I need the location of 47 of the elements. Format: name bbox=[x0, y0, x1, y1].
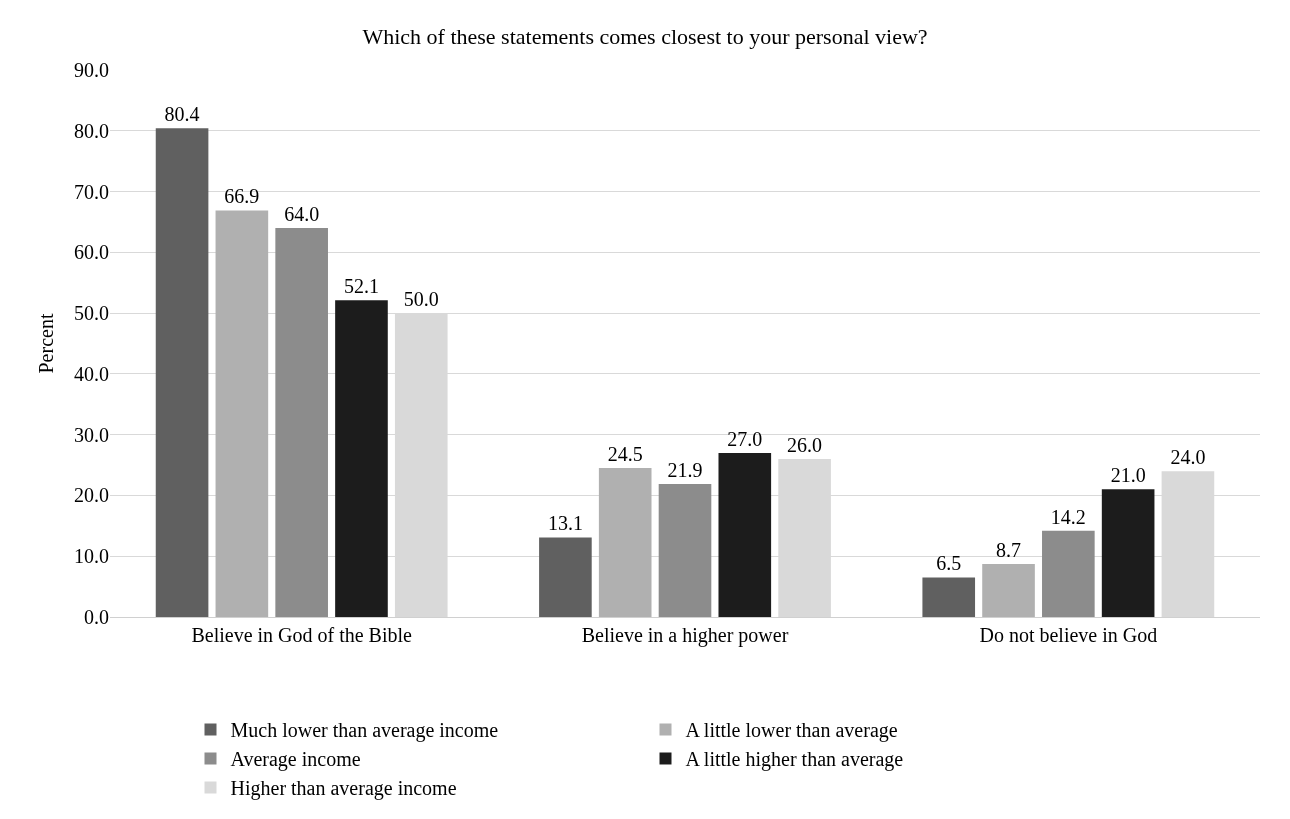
bar bbox=[1042, 530, 1095, 617]
x-tick-label: Believe in God of the Bible bbox=[191, 624, 413, 646]
bar bbox=[215, 210, 269, 617]
y-tick-label: 90.0 bbox=[74, 59, 109, 81]
data-label: 24.5 bbox=[607, 443, 643, 466]
y-tick-label: 0.0 bbox=[84, 606, 109, 628]
data-label: 6.5 bbox=[936, 552, 962, 575]
data-label: 13.1 bbox=[547, 512, 583, 535]
y-axis-title: Percent bbox=[34, 313, 57, 374]
y-tick-label: 30.0 bbox=[74, 423, 109, 446]
bar bbox=[1101, 489, 1155, 617]
bar bbox=[275, 228, 328, 617]
data-label: 21.9 bbox=[667, 458, 703, 481]
data-label: 66.9 bbox=[224, 185, 260, 208]
bar bbox=[982, 564, 1035, 617]
data-label: 8.7 bbox=[996, 539, 1022, 562]
legend-label: Much lower than average income bbox=[230, 719, 499, 743]
data-label: 64.0 bbox=[284, 203, 320, 226]
legend-label: A little lower than average bbox=[685, 719, 898, 743]
y-tick-label: 20.0 bbox=[74, 484, 109, 507]
bar bbox=[335, 300, 388, 617]
data-label: 24.0 bbox=[1170, 446, 1206, 469]
bar bbox=[598, 468, 652, 617]
y-tick-label: 80.0 bbox=[74, 119, 109, 142]
data-label: 26.0 bbox=[787, 433, 823, 456]
y-tick-label: 40.0 bbox=[74, 362, 109, 385]
data-label: 14.2 bbox=[1050, 505, 1086, 528]
data-label: 27.0 bbox=[727, 427, 763, 450]
data-label: 50.0 bbox=[403, 288, 439, 311]
data-label: 80.4 bbox=[164, 103, 200, 126]
data-label: 52.1 bbox=[343, 275, 379, 298]
legend-label: A little higher than average bbox=[685, 748, 904, 772]
y-tick-label: 10.0 bbox=[74, 545, 109, 568]
bar bbox=[922, 577, 976, 617]
legend-label: Higher than average income bbox=[230, 777, 457, 801]
data-label: 21.0 bbox=[1110, 464, 1146, 487]
legend-label: Average income bbox=[230, 748, 361, 772]
bar bbox=[718, 452, 772, 617]
x-tick-label: Do not believe in God bbox=[979, 624, 1158, 646]
chart-title: Which of these statements comes closest to your personal view? bbox=[362, 24, 928, 50]
y-tick-label: 50.0 bbox=[74, 302, 109, 325]
y-tick-label: 70.0 bbox=[74, 180, 109, 203]
y-tick-label: 60.0 bbox=[74, 241, 109, 264]
x-tick-label: Believe in a higher power bbox=[581, 624, 789, 647]
bar bbox=[155, 128, 209, 617]
bar bbox=[539, 537, 592, 617]
bar bbox=[658, 483, 712, 617]
